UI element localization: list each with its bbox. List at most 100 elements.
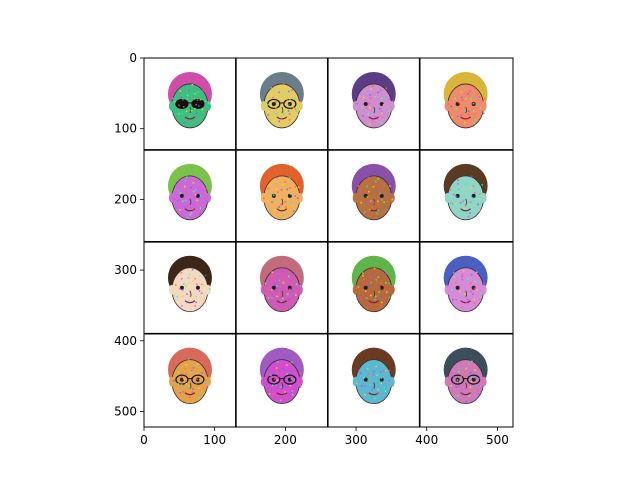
speckle [199,207,202,210]
speckle [454,203,457,205]
speckle [185,382,188,385]
speckle [288,119,291,121]
speckle [385,369,387,372]
tile-separators [144,58,513,427]
speckle [478,377,480,380]
speckle [377,91,380,94]
speckle [459,291,461,293]
speckle [465,118,468,121]
ear-shape [260,284,267,295]
speckle [188,273,191,276]
speckle [276,285,278,287]
speckle [366,307,369,309]
speckle [467,293,470,295]
speckle [196,372,199,375]
ear-shape [444,284,451,295]
speckle [470,380,473,383]
speckle [280,300,283,303]
speckle [190,294,192,297]
speckle [465,367,467,370]
speckle [275,188,278,191]
speckle [392,384,394,387]
speckle [457,179,459,181]
speckle [470,206,473,209]
speckle [474,192,476,194]
speckle [189,396,191,399]
face-shape [447,175,485,221]
eye [195,193,200,198]
speckle [463,110,466,113]
speckle [453,395,456,398]
speckle [282,281,285,284]
speckle [379,287,381,289]
speckle [266,382,269,385]
speckle [376,189,379,192]
speckle [185,364,187,367]
face-tile [235,58,328,150]
face-tile [144,333,236,426]
speckle [190,369,193,372]
y-axis: 0 100 200 300 400 500 [114,51,144,418]
speckle [362,115,364,117]
speckle [267,114,269,116]
speckle [474,384,477,386]
speckle [271,271,273,274]
speckle [461,273,464,275]
speckle [281,214,284,217]
speckle [177,383,180,385]
speckle [378,187,381,190]
speckle [472,102,475,105]
speckle [458,370,460,373]
speckle [288,90,290,93]
speckle [267,369,270,371]
speckle [380,89,382,92]
speckle [450,105,453,108]
speckle [195,295,197,298]
speckle [360,298,363,300]
mouth [460,392,471,396]
ear-shape [388,376,395,387]
speckle [464,182,467,185]
speckle [194,305,197,307]
ear-shape [168,284,175,295]
speckle [186,293,188,295]
speckle [292,106,295,108]
eye [195,285,200,290]
eye [455,285,460,290]
speckle [199,213,202,216]
speckle [370,88,372,91]
speckle [362,193,364,196]
face-tile [144,241,236,334]
speckle [185,110,188,113]
speckle [463,293,466,295]
speckle [184,368,187,370]
speckle [477,203,479,206]
speckle [363,377,365,379]
speckle [366,185,368,188]
speckle [281,371,284,374]
speckle [186,216,189,219]
speckle [283,394,285,397]
speckle [451,116,454,118]
ear-shape [260,100,267,111]
speckle [461,279,463,281]
speckle [292,210,295,212]
speckle [204,284,206,287]
speckle [191,391,194,394]
speckle [279,273,282,276]
speckle [275,112,278,115]
speckle [182,98,184,101]
glasses-lens [467,374,481,385]
speckle [374,397,377,400]
speckle [291,204,294,206]
speckle [272,392,274,395]
speckle [458,361,461,363]
speckle [175,183,178,186]
speckle [190,109,193,112]
speckle [272,113,275,116]
speckle [192,190,195,193]
speckle [365,290,367,292]
speckle [381,198,383,201]
speckle [276,176,279,179]
speckle [270,374,272,377]
